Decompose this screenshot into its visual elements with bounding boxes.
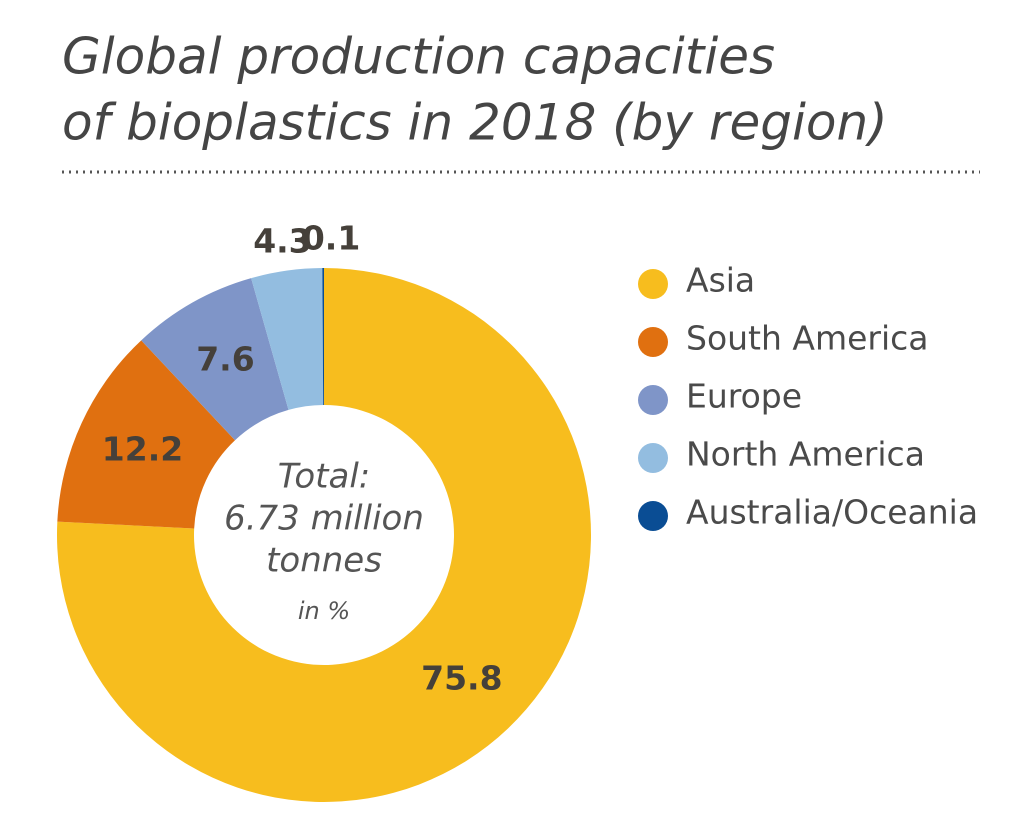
value-label: 75.8 (421, 658, 502, 697)
donut-slice (322, 268, 324, 406)
legend-swatch (638, 443, 668, 473)
legend-swatch (638, 385, 668, 415)
legend-label: Asia (686, 261, 755, 300)
value-label: 0.1 (302, 219, 360, 258)
donut-slice (141, 278, 289, 441)
value-label: 4.3 (253, 221, 311, 260)
center-text: 6.73 million (224, 499, 424, 539)
legend-label: South America (686, 319, 929, 358)
value-label: 12.2 (102, 429, 183, 468)
legend-label: Australia/Oceania (686, 493, 978, 532)
chart-title: Global production capacities (62, 28, 775, 86)
legend-swatch (638, 269, 668, 299)
center-text: Total: (278, 457, 370, 497)
chart-title: of bioplastics in 2018 (by region) (62, 94, 888, 152)
value-label: 7.6 (196, 339, 254, 378)
donut-slice (57, 268, 591, 802)
legend-label: North America (686, 435, 925, 474)
legend-swatch (638, 501, 668, 531)
donut-slice (57, 340, 236, 529)
donut-slice (251, 268, 324, 410)
legend-label: Europe (686, 377, 802, 416)
center-text: tonnes (266, 541, 382, 581)
unit-note: in % (298, 597, 350, 625)
legend-swatch (638, 327, 668, 357)
